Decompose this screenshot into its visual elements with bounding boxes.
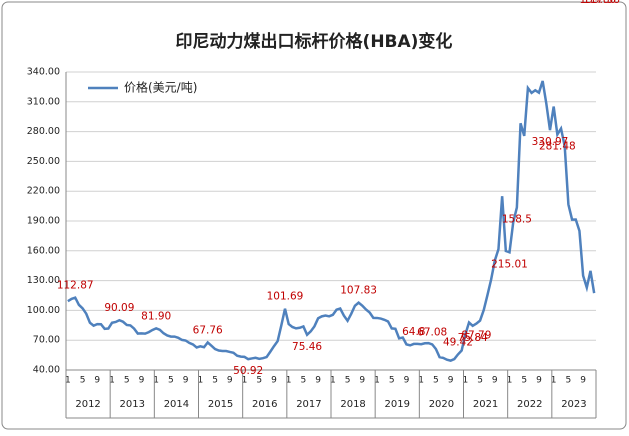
x-tick-label: 1 <box>462 376 468 386</box>
x-tick-label: 1 <box>109 376 115 386</box>
x-tick-label: 5 <box>212 376 218 386</box>
x-tick-label: 5 <box>345 376 351 386</box>
legend-label: 价格(美元/吨) <box>124 80 197 95</box>
x-tick-label: 9 <box>359 376 365 386</box>
data-label: 87.79 <box>461 330 491 342</box>
year-label: 2016 <box>252 399 277 410</box>
x-tick-label: 5 <box>433 376 439 386</box>
year-label: 2019 <box>385 399 410 410</box>
data-label: 112.87 <box>57 280 94 292</box>
x-tick-label: 9 <box>404 376 410 386</box>
x-tick-label: 5 <box>521 376 527 386</box>
x-tick-label: 1 <box>197 376 203 386</box>
x-tick-label: 9 <box>227 376 233 386</box>
chart-title: 印尼动力煤出口标杆价格(HBA)变化 <box>176 31 453 52</box>
y-tick-label: 220.00 <box>27 186 60 197</box>
x-tick-label: 9 <box>139 376 145 386</box>
data-label: 330.97 <box>532 136 569 148</box>
x-tick-label: 5 <box>301 376 307 386</box>
data-label: 139.80 <box>579 0 616 6</box>
x-tick-label: 1 <box>286 376 292 386</box>
price-line <box>67 80 596 362</box>
y-tick-label: 190.00 <box>27 216 60 227</box>
year-label: 2013 <box>120 399 145 410</box>
data-label: 64.8 <box>402 326 425 338</box>
x-tick-label: 9 <box>580 376 586 386</box>
x-tick-label: 1 <box>418 376 424 386</box>
data-label: 67.08 <box>417 326 447 338</box>
x-tick-label: 5 <box>477 376 483 386</box>
data-label: 107.83 <box>340 285 377 297</box>
y-tick-label: 280.00 <box>27 126 60 137</box>
x-tick-label: 5 <box>566 376 572 386</box>
x-tick-label: 5 <box>256 376 262 386</box>
x-tick-label: 1 <box>330 376 336 386</box>
y-tick-label: 40.00 <box>33 365 60 376</box>
y-tick-label: 310.00 <box>27 96 60 107</box>
year-label: 2023 <box>561 399 586 410</box>
data-label: 215.01 <box>491 258 528 270</box>
data-label: 49.42 <box>443 336 473 348</box>
x-tick-label: 9 <box>315 376 321 386</box>
year-label: 2022 <box>517 399 542 410</box>
x-tick-label: 1 <box>507 376 513 386</box>
data-label: 90.09 <box>104 302 134 314</box>
x-tick-label: 5 <box>168 376 174 386</box>
x-tick-label: 1 <box>374 376 380 386</box>
data-label: 67.76 <box>193 324 223 336</box>
x-tick-label: 1 <box>153 376 159 386</box>
data-label: 75.46 <box>292 341 322 353</box>
x-tick-label: 9 <box>448 376 454 386</box>
x-tick-label: 5 <box>80 376 86 386</box>
data-label: 81.90 <box>141 310 171 322</box>
x-tick-label: 9 <box>492 376 498 386</box>
y-tick-label: 250.00 <box>27 156 60 167</box>
x-tick-label: 5 <box>124 376 130 386</box>
data-label: 117.38 <box>583 0 620 6</box>
year-label: 2018 <box>340 399 365 410</box>
y-tick-label: 130.00 <box>27 275 60 286</box>
y-tick-label: 340.00 <box>27 67 60 78</box>
year-label: 2015 <box>208 399 233 410</box>
year-label: 2020 <box>429 399 454 410</box>
year-label: 2021 <box>473 399 498 410</box>
y-tick-label: 100.00 <box>27 305 60 316</box>
data-label: 281.48 <box>539 141 576 153</box>
data-label: 50.92 <box>233 365 263 377</box>
year-label: 2017 <box>296 399 321 410</box>
y-tick-label: 160.00 <box>27 245 60 256</box>
x-tick-label: 9 <box>271 376 277 386</box>
x-tick-label: 1 <box>551 376 557 386</box>
chart-border <box>1 1 627 430</box>
year-label: 2014 <box>164 399 189 410</box>
data-label: 101.69 <box>267 291 304 303</box>
x-tick-label: 9 <box>94 376 100 386</box>
x-tick-label: 9 <box>183 376 189 386</box>
x-tick-label: 1 <box>242 376 248 386</box>
x-tick-label: 1 <box>65 376 71 386</box>
x-tick-label: 9 <box>536 376 542 386</box>
data-label: 158.5 <box>502 213 532 225</box>
x-tick-label: 5 <box>389 376 395 386</box>
year-label: 2012 <box>75 399 100 410</box>
y-tick-label: 70.00 <box>33 335 60 346</box>
data-label: 75.84 <box>458 332 488 344</box>
